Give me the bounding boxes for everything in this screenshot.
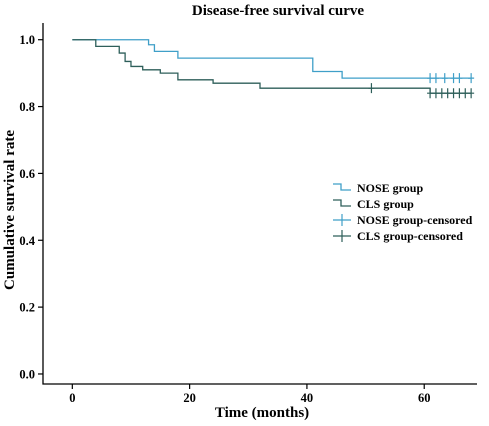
- x-axis-label: Time (months): [215, 405, 309, 421]
- nose-group-censored-mark: [432, 73, 439, 84]
- x-tick-label: 40: [301, 391, 314, 405]
- x-tick-label: 20: [183, 391, 196, 405]
- legend-step-swatch: [333, 183, 351, 191]
- cls-group-censored-mark: [450, 88, 457, 99]
- cls-group-censored-mark: [444, 88, 451, 99]
- x-tick-label: 60: [418, 391, 431, 405]
- x-axis-ticks: 0 20 40 60: [69, 384, 430, 405]
- legend-label: CLS group: [357, 197, 414, 211]
- y-tick-label: 0.0: [19, 367, 35, 381]
- nose-group-censored-mark: [441, 73, 448, 84]
- y-tick-label: 1.0: [19, 33, 35, 47]
- nose-group-censored-mark: [456, 73, 463, 84]
- cls-group-curve: [72, 39, 472, 94]
- legend-item-nose-group-censored: NOSE group-censored: [333, 213, 473, 227]
- legend: NOSE group CLS group NOSE group-censored CL…: [333, 181, 473, 243]
- legend-label: CLS group-censored: [357, 229, 463, 243]
- nose-group-curve: [72, 39, 472, 79]
- cls-group-censored-mark: [432, 88, 439, 99]
- nose-group-censored-mark: [468, 73, 475, 84]
- legend-cross-swatch: [333, 214, 351, 226]
- legend-label: NOSE group-censored: [357, 213, 473, 227]
- legend-item-cls-group-censored: CLS group-censored: [333, 229, 463, 243]
- y-axis-label: Cumulative survival rate: [2, 130, 18, 290]
- plot-area: [42, 23, 477, 385]
- cls-group-censored-mark: [438, 88, 445, 99]
- legend-step-swatch: [333, 199, 351, 207]
- legend-cross-swatch: [333, 230, 351, 242]
- y-axis-ticks: 0.0 0.2 0.4 0.6 0.8 1.0: [19, 33, 43, 381]
- cls-group-censored-mark: [462, 88, 469, 99]
- chart-title: Disease-free survival curve: [192, 3, 365, 19]
- legend-item-nose-group: NOSE group: [333, 181, 423, 195]
- cls-group-censored-mark: [456, 88, 463, 99]
- cls-group-censored-mark: [468, 88, 475, 99]
- legend-label: NOSE group: [357, 181, 423, 195]
- nose-group-censored-mark: [427, 73, 434, 84]
- y-tick-label: 0.8: [19, 100, 35, 114]
- nose-group-censored-mark: [450, 73, 457, 84]
- legend-item-cls-group: CLS group: [333, 197, 414, 211]
- y-tick-label: 0.2: [19, 301, 35, 315]
- x-tick-label: 0: [69, 391, 75, 405]
- y-tick-label: 0.4: [19, 234, 35, 248]
- cls-group-censored-mark: [427, 88, 434, 99]
- y-tick-label: 0.6: [19, 167, 35, 181]
- axes-frame: [42, 23, 477, 385]
- cls-group-censored-mark: [368, 83, 375, 94]
- series-layer: [72, 39, 475, 99]
